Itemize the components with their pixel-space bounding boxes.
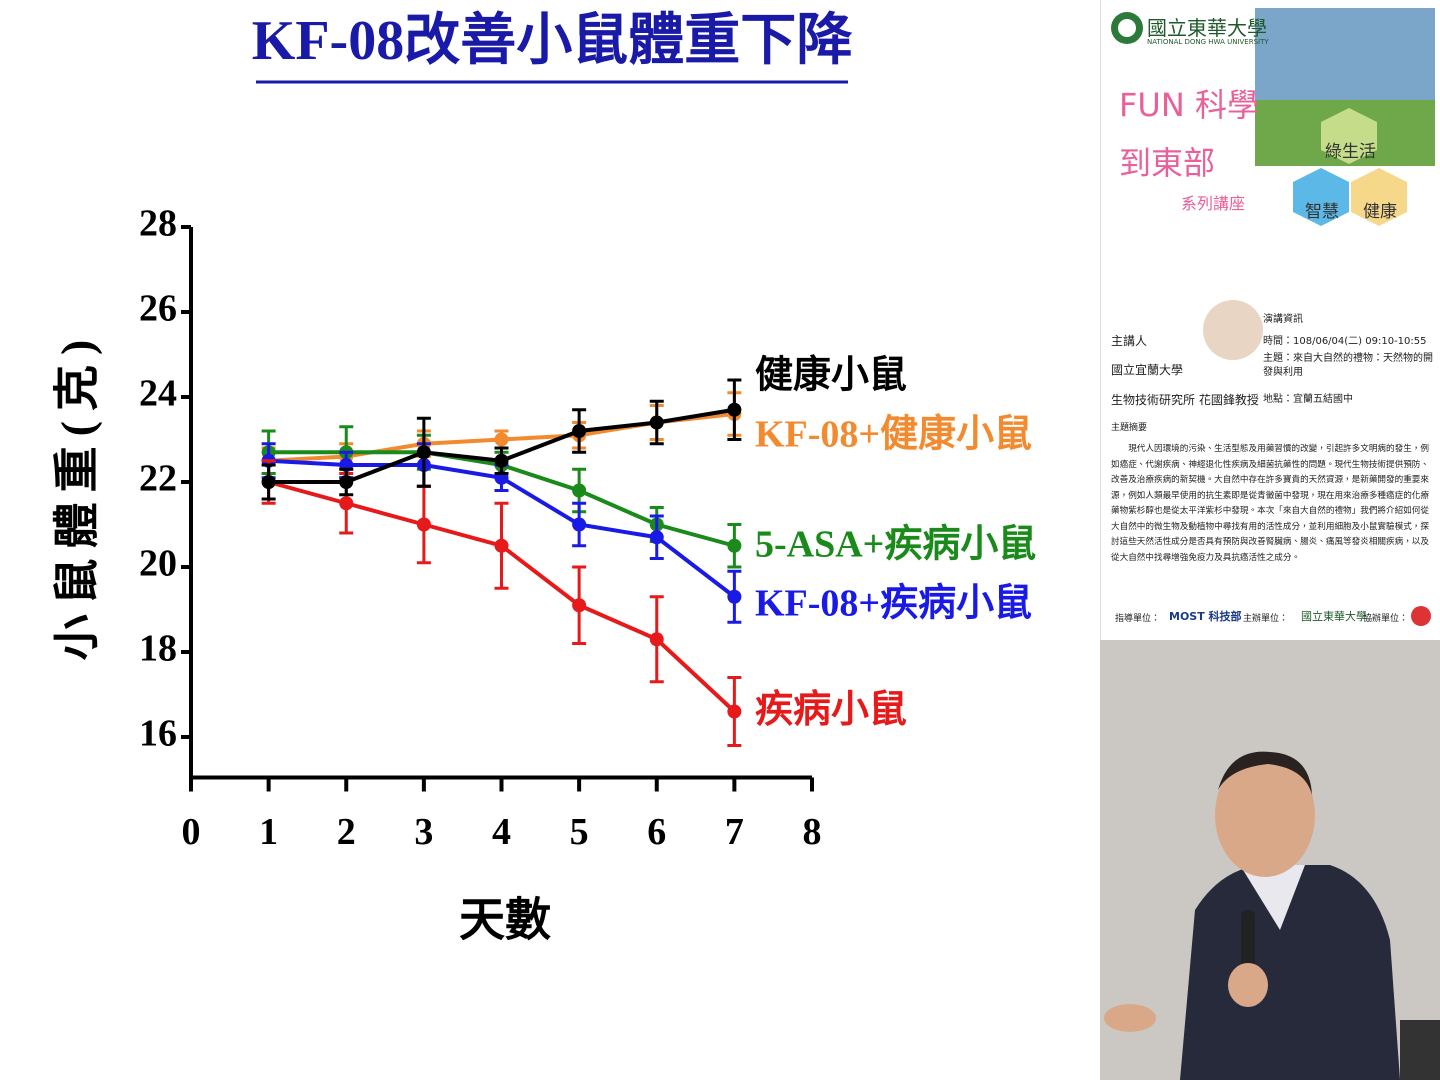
y-tick-label: 24	[139, 373, 177, 415]
y-tick-label: 28	[139, 203, 177, 245]
x-axis-label: 天數	[459, 895, 551, 946]
hex	[1321, 108, 1377, 164]
speaker-label: 主講人	[1111, 334, 1148, 348]
time: 時間：108/06/04(二) 09:10-10:55	[1263, 336, 1427, 347]
data-point	[494, 538, 509, 553]
y-tick-label: 16	[139, 713, 177, 755]
data-point	[572, 424, 587, 438]
most-logo: MOST 科技部	[1169, 610, 1242, 623]
abstract: 現代人因環境的污染、生活型態及用藥習慣的改變，引起許多文明病的發生，例如癌症、代…	[1111, 444, 1429, 563]
speaker-org: 國立宜蘭大學	[1111, 363, 1184, 377]
y-tick-label: 20	[139, 543, 177, 585]
x-tick-label: 7	[725, 811, 744, 853]
speaker-video	[1100, 640, 1440, 1080]
chart-title: KF-08改善小鼠體重下降	[252, 10, 852, 72]
guide-label: 指導單位：	[1115, 614, 1161, 624]
data-point	[261, 475, 276, 489]
speaker-body	[1180, 865, 1400, 1080]
x-tick-label: 1	[259, 811, 278, 853]
y-tick-label: 26	[139, 288, 177, 330]
legend-label: KF-08+疾病小鼠	[755, 582, 1032, 624]
hex	[1351, 168, 1407, 226]
data-point	[416, 445, 431, 460]
series-subtitle: 系列講座	[1181, 194, 1246, 213]
shirt	[1240, 865, 1305, 930]
chart: KF-08改善小鼠體重下降 小鼠體重(克) 天數 161820222426280…	[52, 10, 1037, 946]
data-point	[727, 589, 742, 604]
hex-label: 健康	[1363, 202, 1397, 222]
co-label: 協辦單位：	[1363, 614, 1409, 624]
data-point	[494, 432, 509, 447]
abstract-title: 主題摘要	[1111, 423, 1148, 433]
topic: 主題：來自大自然的禮物：天然物的開發與利用	[1263, 353, 1433, 378]
y-tick-label: 18	[139, 628, 177, 670]
series-title: 到東部	[1119, 144, 1216, 182]
hand	[1104, 1004, 1156, 1032]
series-title: FUN 科學	[1119, 86, 1259, 124]
y-tick-label: 22	[139, 458, 177, 500]
data-point	[339, 496, 354, 511]
speaker-name: 生物技術研究所 花國鋒教授	[1111, 393, 1259, 407]
x-tick-label: 2	[337, 811, 356, 853]
logo	[1118, 19, 1136, 37]
x-tick-label: 4	[492, 811, 511, 853]
host: 國立東華大學	[1301, 610, 1367, 623]
place: 地點：宜蘭五結國中	[1263, 394, 1353, 405]
legend-label: 健康小鼠	[755, 353, 907, 396]
data-point	[649, 530, 664, 545]
data-point	[572, 517, 587, 532]
speaker-photo	[1203, 300, 1263, 360]
legend-label: 5-ASA+疾病小鼠	[755, 523, 1036, 565]
sidebar: 國立東華大學 NATIONAL DONG HWA UNIVERSITY FUN …	[1100, 0, 1440, 640]
x-tick-label: 6	[647, 811, 666, 853]
speaker-head	[1215, 753, 1315, 877]
data-point	[416, 517, 431, 532]
y-axis-label: 小鼠體重(克)	[52, 330, 103, 661]
data-point	[572, 483, 587, 498]
x-tick-label: 8	[803, 811, 822, 853]
data-point	[649, 632, 664, 647]
info-title: 演講資訊	[1263, 314, 1303, 325]
data-point	[339, 475, 354, 489]
x-tick-label: 0	[182, 811, 201, 853]
equipment	[1400, 1020, 1440, 1080]
hair	[1218, 751, 1312, 795]
data-point	[572, 598, 587, 613]
data-point	[727, 704, 742, 719]
x-tick-label: 3	[414, 811, 433, 853]
hex-label: 綠生活	[1325, 142, 1376, 162]
hand	[1228, 963, 1268, 1007]
sidebar-graphics	[1111, 8, 1435, 626]
university: 國立東華大學	[1147, 16, 1267, 40]
university-en: NATIONAL DONG HWA UNIVERSITY	[1147, 38, 1269, 46]
host-label: 主辦單位：	[1243, 614, 1289, 624]
data-point	[727, 402, 742, 417]
video-frame	[1100, 640, 1440, 1080]
data-point	[494, 453, 509, 468]
x-tick-label: 5	[570, 811, 589, 853]
legend-label: KF-08+健康小鼠	[755, 413, 1032, 456]
data-point	[727, 538, 742, 553]
data-point	[649, 415, 664, 430]
legend-label: 疾病小鼠	[755, 689, 907, 731]
logo	[1411, 606, 1431, 626]
hex	[1293, 168, 1349, 226]
hex-label: 智慧	[1305, 202, 1339, 222]
